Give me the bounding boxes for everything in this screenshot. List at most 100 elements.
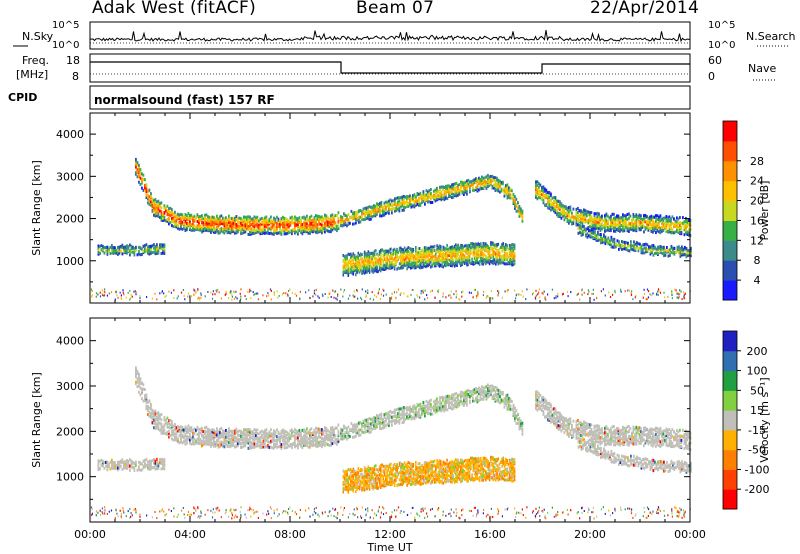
power-cell xyxy=(264,218,266,222)
power-cell xyxy=(521,219,524,223)
power-cell xyxy=(421,260,423,264)
power-cell xyxy=(157,249,160,253)
power-cell xyxy=(150,244,152,248)
velocity-cell xyxy=(217,439,220,443)
power-cell xyxy=(312,228,314,232)
velocity-cell xyxy=(434,407,437,411)
power-cell xyxy=(418,255,421,259)
velocity-cell xyxy=(416,402,419,406)
velocity-cell xyxy=(166,421,169,425)
velocity-cell xyxy=(280,446,283,450)
velocity-cell xyxy=(496,393,498,396)
velocity-cell xyxy=(451,460,453,464)
power-cell xyxy=(460,189,462,193)
velocity-cell xyxy=(240,434,242,438)
power-cell xyxy=(386,266,388,270)
power-cell xyxy=(386,253,388,257)
power-cell xyxy=(455,260,457,264)
power-cell xyxy=(420,263,422,267)
velocity-cell xyxy=(343,487,346,491)
power-cell xyxy=(355,256,357,260)
power-cell xyxy=(401,204,404,208)
power-cell xyxy=(147,245,149,249)
power-cell xyxy=(294,224,296,228)
power-cell xyxy=(502,188,504,192)
power-cell xyxy=(499,190,501,194)
power-cell xyxy=(357,268,360,272)
power-cell xyxy=(382,264,385,268)
velocity-cell xyxy=(383,479,386,483)
velocity-cell xyxy=(392,463,395,467)
velocity-cell xyxy=(129,468,131,472)
power-cell xyxy=(401,248,403,251)
power-cell xyxy=(204,226,206,230)
velocity-cell xyxy=(186,428,188,432)
power-cell xyxy=(303,224,305,228)
velocity-cell xyxy=(157,427,160,431)
velocity-cell xyxy=(352,435,354,439)
velocity-cell xyxy=(112,466,115,470)
power-cell xyxy=(309,218,311,222)
power-cell xyxy=(370,262,372,266)
power-cell xyxy=(360,263,362,267)
velocity-cell xyxy=(386,472,388,475)
power-cell xyxy=(404,201,407,205)
power-cell xyxy=(301,225,304,228)
power-cell xyxy=(446,187,449,190)
power-cell xyxy=(458,188,461,192)
power-cell xyxy=(355,218,357,221)
velocity-cell xyxy=(355,434,357,438)
velocity-cell xyxy=(362,482,365,486)
power-cell xyxy=(114,250,116,254)
power-cell xyxy=(385,251,387,255)
velocity-cell xyxy=(514,406,516,410)
power-cell xyxy=(276,231,278,235)
power-cell xyxy=(379,201,381,205)
power-cell xyxy=(172,225,175,229)
power-cell xyxy=(217,225,220,229)
velocity-cell xyxy=(147,408,149,412)
power-cell xyxy=(391,266,393,270)
velocity-cell xyxy=(356,429,359,433)
velocity-cell xyxy=(450,471,452,474)
power-cell xyxy=(448,249,451,253)
power-cell xyxy=(452,184,455,188)
power-cell xyxy=(343,257,346,261)
power-cell xyxy=(141,172,143,176)
power-cell xyxy=(316,214,319,218)
velocity-cell xyxy=(138,377,140,381)
power-cell xyxy=(295,223,298,227)
power-cell xyxy=(285,221,287,224)
velocity-cell xyxy=(192,428,194,432)
velocity-cell xyxy=(367,479,370,483)
velocity-cell xyxy=(360,473,362,477)
velocity-cell xyxy=(252,430,254,434)
velocity-cell xyxy=(309,445,311,449)
velocity-cell xyxy=(148,464,151,468)
power-cell xyxy=(355,211,357,215)
power-cell xyxy=(356,261,358,265)
velocity-cell xyxy=(453,461,456,465)
power-cell xyxy=(178,215,181,219)
power-cell xyxy=(312,230,314,234)
velocity-cell xyxy=(512,412,515,416)
velocity-cell xyxy=(416,410,419,414)
velocity-cell xyxy=(376,416,378,420)
velocity-cell xyxy=(451,401,453,404)
velocity-cell xyxy=(150,459,152,463)
velocity-cell xyxy=(216,427,218,431)
velocity-cell xyxy=(175,438,178,442)
velocity-cell xyxy=(407,475,410,479)
velocity-cell xyxy=(348,474,351,478)
velocity-cell xyxy=(216,439,218,443)
velocity-cell xyxy=(160,422,163,426)
power-cell xyxy=(445,257,447,261)
power-cell xyxy=(432,261,435,265)
velocity-cell xyxy=(157,425,160,429)
velocity-cell xyxy=(135,370,137,374)
power-cell xyxy=(366,257,368,261)
velocity-cell xyxy=(463,393,465,397)
power-cell xyxy=(406,200,408,203)
power-cell xyxy=(346,271,348,275)
velocity-cell xyxy=(417,470,420,474)
